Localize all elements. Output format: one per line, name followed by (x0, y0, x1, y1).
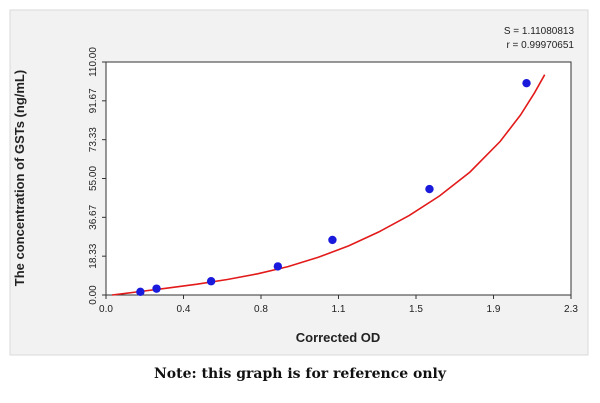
x-axis: 0.0 0.4 0.8 1.1 1.5 1.9 2.3 (99, 295, 578, 315)
y-tick-label: 36.67 (88, 204, 99, 229)
y-axis-title: The concentration of GSTs (ng/mL) (12, 70, 27, 286)
data-points (136, 78, 531, 297)
data-point (425, 184, 434, 194)
y-tick-label: 73.33 (88, 127, 99, 152)
x-tick-label: 1.9 (487, 304, 501, 315)
y-tick-label: 110.00 (88, 47, 99, 77)
plot-area (105, 61, 572, 296)
data-point (206, 277, 216, 286)
x-tick-label: 0.0 (99, 304, 113, 315)
x-tick-label: 0.8 (254, 304, 268, 315)
y-tick-label: 91.67 (88, 88, 99, 113)
x-axis-title: Corrected OD (296, 330, 381, 345)
fit-curve (112, 74, 546, 296)
stat-r-annotation: r = 0.99970651 (506, 40, 574, 51)
y-tick-label: 0.00 (88, 285, 99, 305)
data-point (522, 78, 531, 88)
stat-s-annotation: S = 1.11080813 (504, 26, 575, 37)
x-tick-label: 0.4 (177, 304, 191, 315)
y-axis: 0.00 18.33 36.67 55.00 73.33 91.67 110.00 (88, 47, 106, 305)
reference-note: Note: this graph is for reference only (154, 366, 446, 382)
y-tick-label: 18.33 (88, 243, 99, 268)
fit-curve-layer (112, 74, 546, 296)
x-tick-label: 2.3 (564, 304, 578, 315)
data-point (136, 287, 145, 297)
data-point (273, 262, 283, 271)
data-point (152, 284, 161, 293)
x-tick-label: 1.5 (409, 304, 423, 315)
x-tick-label: 1.1 (332, 304, 346, 315)
y-tick-label: 55.00 (88, 166, 99, 191)
data-point (328, 235, 337, 245)
